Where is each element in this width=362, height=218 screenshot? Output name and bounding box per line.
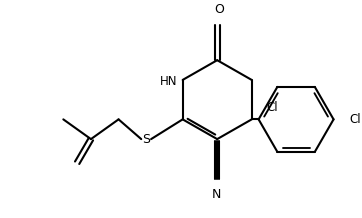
- Text: N: N: [211, 188, 221, 201]
- Text: Cl: Cl: [266, 101, 278, 114]
- Text: O: O: [214, 3, 224, 16]
- Text: S: S: [142, 133, 150, 146]
- Text: HN: HN: [160, 75, 178, 88]
- Text: Cl: Cl: [349, 113, 361, 126]
